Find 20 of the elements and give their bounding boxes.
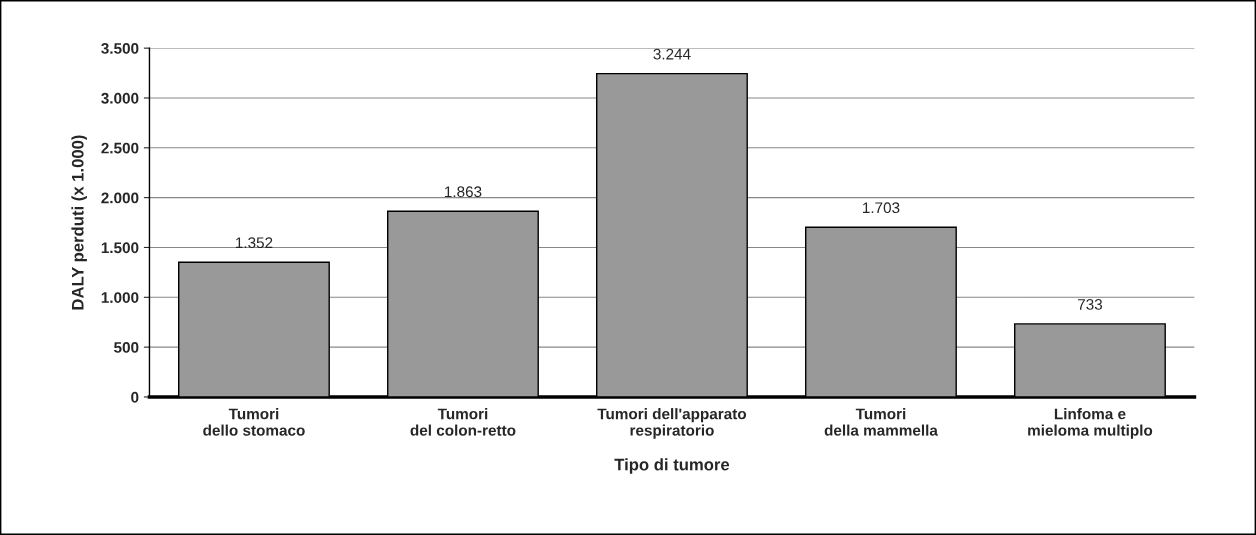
x-tick-label: Linfoma e mieloma multiplo	[1028, 408, 1153, 439]
x-tick-label: Tumori del colon-retto	[410, 408, 516, 436]
x-axis-title: Tipo di tumore	[614, 458, 730, 474]
y-tick-label: 500	[114, 342, 139, 353]
data-label: 1.352	[236, 237, 273, 249]
data-label: 3.244	[653, 48, 691, 60]
x-tick-label: Tumori dell'apparato respiratorio	[597, 408, 747, 439]
data-label: 1.703	[863, 202, 900, 214]
y-tick-label: 3.500	[101, 43, 139, 54]
y-tick-label: 0	[131, 391, 139, 403]
x-tick-label: Tumori dello stomaco	[203, 408, 305, 436]
y-tick-label: 3.000	[101, 92, 139, 104]
y-tick-label: 2.500	[101, 142, 139, 154]
y-tick-label: 1.000	[101, 292, 139, 303]
y-axis-title: DALY perduti (x 1.000)	[71, 135, 87, 310]
x-tick-label: Tumori della mammella	[824, 408, 938, 436]
data-label: 733	[1078, 298, 1103, 310]
y-tick-label: 1.500	[101, 242, 139, 254]
y-tick-label: 2.000	[101, 192, 139, 204]
data-label: 1.863	[445, 186, 482, 198]
